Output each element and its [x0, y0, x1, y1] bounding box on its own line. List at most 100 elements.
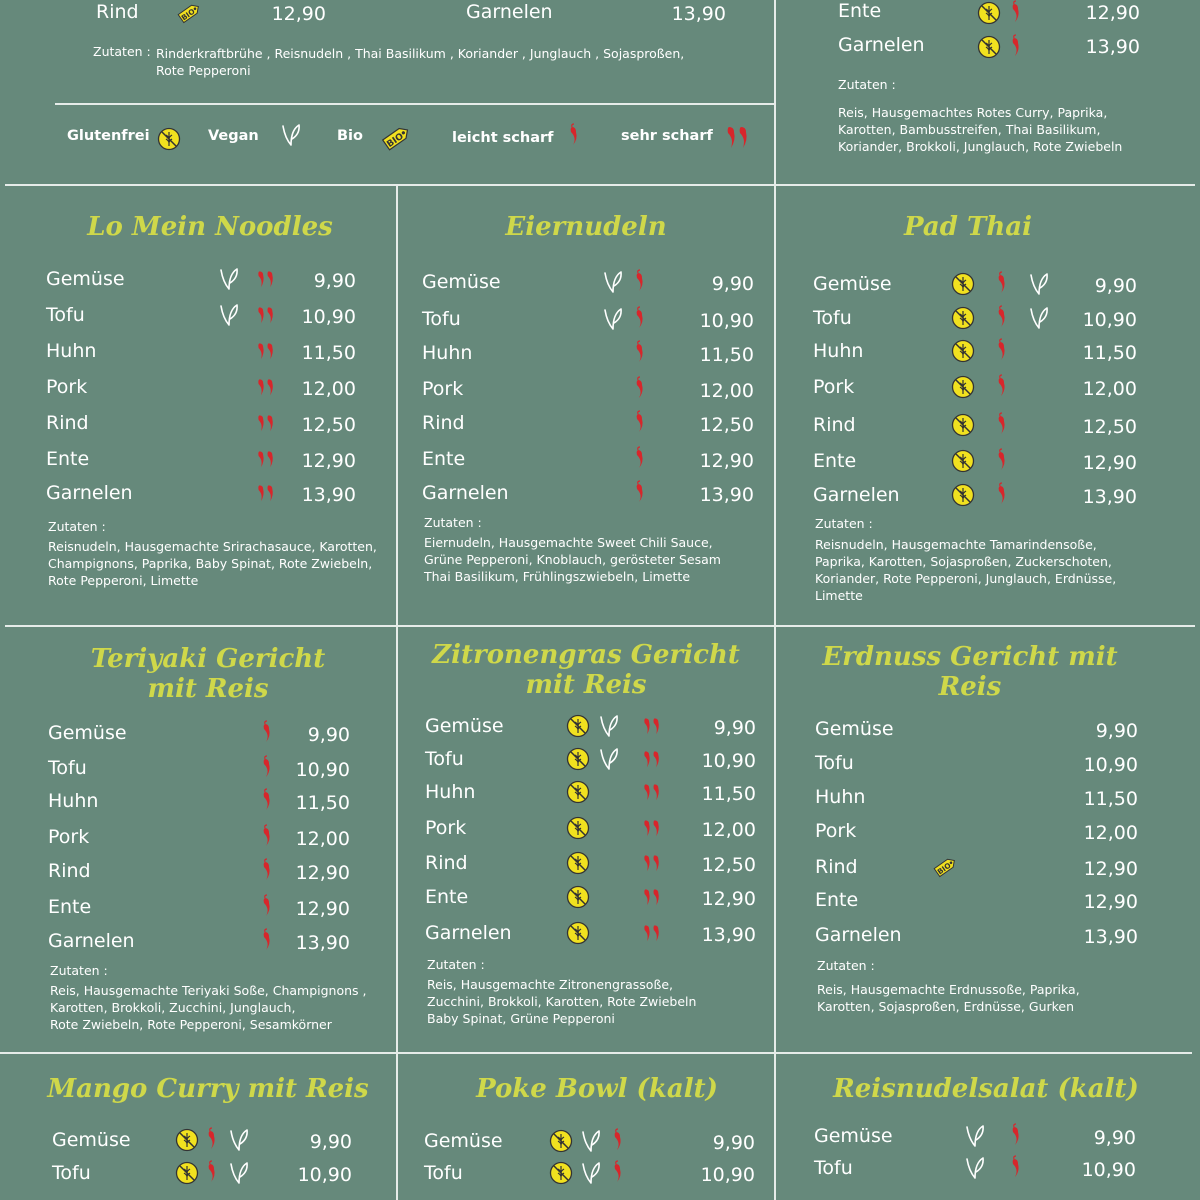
chili-icon	[628, 269, 654, 295]
menu-item-name: Rind	[48, 860, 91, 882]
section-title: Poke Bowl (kalt)	[476, 1074, 718, 1104]
section-title: Mango Curry mit Reis	[47, 1074, 369, 1104]
menu-item-price: 11,50	[699, 344, 754, 366]
chili-icon	[562, 123, 588, 149]
double-chili-icon	[254, 480, 280, 506]
menu-item-name: Pork	[48, 826, 90, 848]
menu-item-name: Ente	[422, 448, 466, 470]
double-chili-icon	[640, 815, 666, 841]
menu-item-price: 11,50	[1082, 342, 1137, 364]
menu-item-price: 12,90	[295, 862, 350, 884]
vegan-leaf-icon	[962, 1155, 988, 1181]
gluten-free-icon	[565, 850, 591, 876]
menu-item-price: 9,90	[711, 273, 754, 295]
menu-item-price: 13,90	[701, 924, 756, 946]
gluten-free-icon	[950, 482, 976, 508]
menu-item-name: Tofu	[425, 748, 464, 770]
vegan-leaf-icon	[578, 1160, 604, 1186]
menu-item-price: 13,90	[699, 484, 754, 506]
gluten-free-icon	[565, 713, 591, 739]
menu-item-name: Tofu	[52, 1162, 91, 1184]
menu-item-name: Huhn	[48, 790, 99, 812]
menu-item-price: 12,50	[699, 414, 754, 436]
menu-item-price: 12,90	[295, 898, 350, 920]
menu-item-name: Gemüse	[815, 718, 894, 740]
menu-item-price: 10,90	[701, 750, 756, 772]
menu-item-name: Gemüse	[813, 273, 892, 295]
legend-bio-label: Bio	[337, 128, 363, 144]
chili-icon	[628, 446, 654, 472]
menu-item-name: Ente	[46, 448, 90, 470]
zutaten-label: Zutaten :	[93, 44, 151, 59]
menu-item-price: 12,90	[1082, 452, 1137, 474]
chili-icon	[606, 1128, 632, 1154]
menu-item-name: Pork	[815, 820, 857, 842]
menu-item-price: 12,90	[1083, 891, 1138, 913]
double-chili-icon	[640, 920, 666, 946]
vegan-leaf-icon	[596, 713, 622, 739]
gluten-free-icon	[565, 779, 591, 805]
menu-item-name: Gemüse	[52, 1129, 131, 1151]
menu-item-price: 10,90	[1081, 1159, 1136, 1181]
vegan-leaf-icon	[578, 1128, 604, 1154]
gluten-free-icon	[565, 815, 591, 841]
chili-icon	[255, 755, 281, 781]
vegan-leaf-icon	[226, 1127, 252, 1153]
ingredients-text: Reisnudeln, Hausgemachte Srirachasauce, …	[48, 539, 377, 588]
zutaten-label: Zutaten :	[427, 957, 485, 972]
menu-item-name: Garnelen	[46, 482, 133, 504]
vegan-leaf-icon	[600, 269, 626, 295]
divider-row-3	[0, 1052, 1192, 1054]
section-title: Zitronengras Gericht mit Reis	[432, 640, 740, 700]
double-chili-icon	[254, 410, 280, 436]
chili-icon	[200, 1127, 226, 1153]
zutaten-label: Zutaten :	[424, 515, 482, 530]
menu-item-name: Rind	[46, 412, 89, 434]
menu-item-name: Tofu	[424, 1162, 463, 1184]
chili-icon	[990, 374, 1016, 400]
menu-item-name: Garnelen	[48, 930, 135, 952]
menu-item-price: 12,00	[1083, 822, 1138, 844]
legend-mild-label: leicht scharf	[452, 130, 554, 146]
menu-item-name: Rind	[813, 414, 856, 436]
menu-item-price: 12,90	[301, 450, 356, 472]
menu-item-price: 12,90	[271, 3, 326, 25]
menu-item-name: Ente	[48, 896, 92, 918]
ingredients-text: Reis, Hausgemachte Erdnussoße, Paprika, …	[817, 982, 1080, 1014]
gluten-free-icon	[548, 1160, 574, 1186]
gluten-free-icon	[156, 126, 182, 152]
menu-item-price: 12,00	[1082, 378, 1137, 400]
menu-item-price: 9,90	[309, 1131, 352, 1153]
menu-item-price: 9,90	[313, 270, 356, 292]
menu-item-price: 12,50	[701, 854, 756, 876]
gluten-free-icon	[565, 920, 591, 946]
menu-item-name: Huhn	[46, 340, 97, 362]
section-title: Reisnudelsalat (kalt)	[833, 1074, 1139, 1104]
bio-tag-icon: BIO	[176, 0, 202, 26]
zutaten-label: Zutaten :	[48, 519, 106, 534]
menu-item-name: Garnelen	[838, 34, 925, 56]
menu-item-price: 9,90	[713, 717, 756, 739]
menu-item-name: Pork	[422, 378, 464, 400]
menu-item-price: 13,90	[1083, 926, 1138, 948]
menu-item-name: Rind	[96, 1, 139, 23]
menu-item-name: Garnelen	[466, 1, 553, 23]
gluten-free-icon	[950, 374, 976, 400]
chili-icon	[255, 788, 281, 814]
double-chili-icon	[254, 338, 280, 364]
menu-item-name: Gemüse	[48, 722, 127, 744]
menu-item-price: 9,90	[1093, 1127, 1136, 1149]
menu-item-price: 11,50	[295, 792, 350, 814]
double-chili-icon	[254, 446, 280, 472]
menu-item-name: Pork	[813, 376, 855, 398]
menu-item-name: Gemüse	[46, 268, 125, 290]
menu-item-price: 9,90	[1094, 275, 1137, 297]
menu-item-name: Gemüse	[814, 1125, 893, 1147]
menu-item-name: Tofu	[813, 307, 852, 329]
legend-hot-label: sehr scharf	[621, 128, 713, 144]
menu-item-name: Garnelen	[422, 482, 509, 504]
menu-item-price: 12,00	[295, 828, 350, 850]
menu-item-price: 12,00	[699, 380, 754, 402]
gluten-free-icon	[565, 884, 591, 910]
menu-item-price: 11,50	[301, 342, 356, 364]
